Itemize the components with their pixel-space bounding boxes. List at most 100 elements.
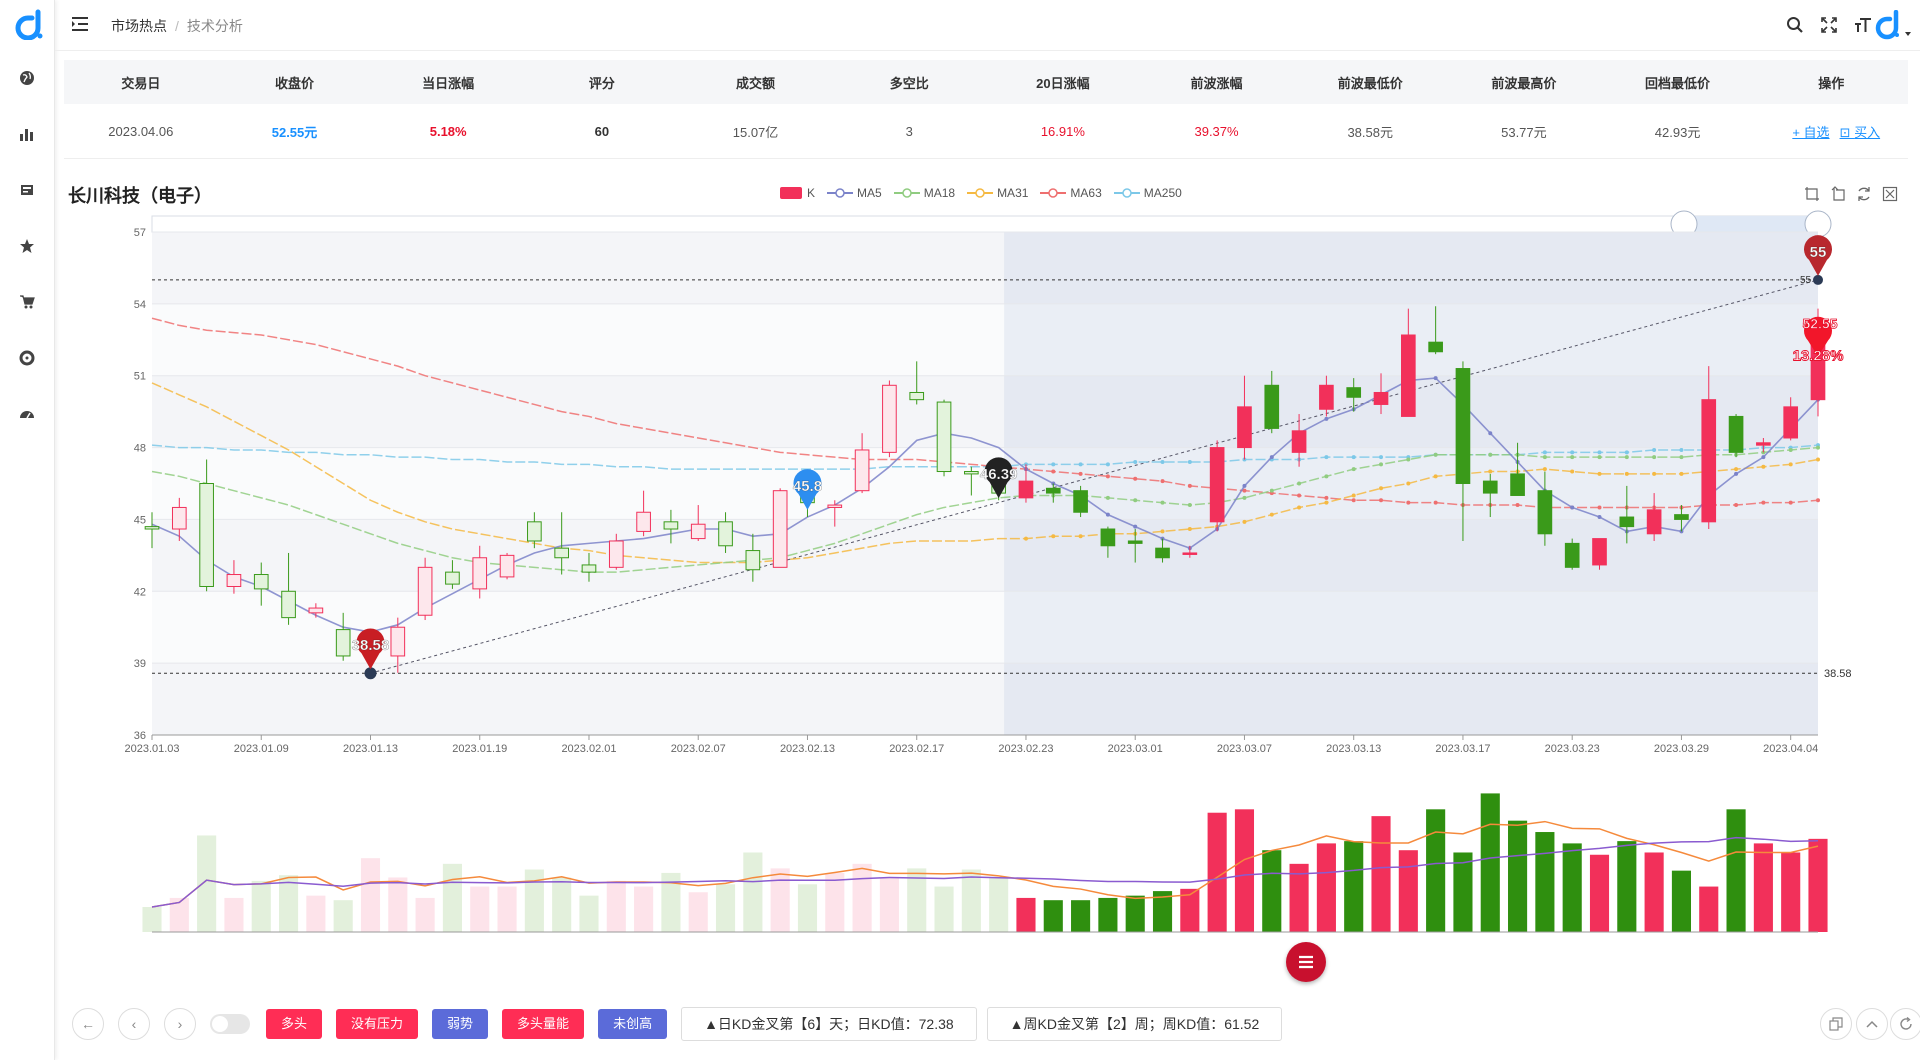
ma250-point — [1133, 459, 1138, 464]
change20-cell: 16.91% — [1040, 123, 1085, 139]
scroll-top-icon[interactable] — [1856, 1008, 1888, 1040]
ma63-point — [1515, 503, 1520, 508]
ma18-point — [1242, 495, 1247, 500]
mode-toggle[interactable] — [210, 1014, 250, 1034]
legend-ma31[interactable]: MA31 — [967, 186, 1028, 200]
x-tick-label: 2023.01.09 — [234, 743, 289, 755]
ma18-point — [1297, 481, 1302, 486]
candle-body — [1155, 547, 1170, 559]
add-watchlist-link[interactable]: + 自选 — [1792, 124, 1830, 140]
ma5-point — [1324, 416, 1329, 421]
candle-body — [882, 384, 897, 453]
grid-band — [152, 375, 1818, 448]
ma31-point — [1406, 481, 1411, 486]
next-icon[interactable]: › — [164, 1008, 196, 1040]
ratio-cell: 3 — [905, 123, 913, 139]
ma63-point — [1078, 471, 1083, 476]
ma5-point — [1105, 512, 1110, 517]
ma250-point — [1160, 459, 1165, 464]
volume-bar — [1535, 832, 1555, 932]
volume-bar — [934, 886, 954, 932]
ma63-point — [1160, 479, 1165, 484]
user-avatar[interactable] — [1872, 10, 1912, 40]
candle-body — [1455, 368, 1471, 484]
candle-body — [1373, 391, 1389, 405]
volume-bar — [415, 897, 435, 932]
table-header: 交易日 收盘价 当日涨幅 评分 成交额 多空比 20日涨幅 前波涨幅 前波最低价… — [64, 60, 1908, 104]
ma63-point — [1351, 498, 1356, 503]
buy-link[interactable]: ⊡ 买入 — [1840, 125, 1881, 140]
ma18-point — [1160, 500, 1165, 505]
ma31-point — [1351, 493, 1356, 498]
copy-icon[interactable] — [1820, 1008, 1852, 1040]
ma31-point — [1816, 457, 1820, 462]
font-size-icon[interactable] — [1850, 12, 1876, 38]
y-tick-label: 36 — [134, 730, 146, 742]
volume-bar — [142, 907, 162, 932]
candle-body — [1756, 442, 1771, 446]
fullscreen-icon[interactable] — [1816, 12, 1842, 38]
volume-bar — [1808, 838, 1828, 932]
tag-bullish[interactable]: 多头 — [266, 1009, 323, 1039]
trend-line — [370, 279, 1819, 674]
volume-bar — [1125, 895, 1145, 932]
breadcrumb-parent[interactable]: 市场热点 — [111, 18, 167, 34]
search-icon[interactable] — [1782, 12, 1808, 38]
menu-fold-icon[interactable] — [70, 14, 90, 34]
news-icon[interactable] — [17, 180, 37, 200]
x-tick-label: 2023.02.17 — [889, 743, 944, 755]
legend-ma31-swatch — [967, 188, 994, 198]
tag-bullish-volume[interactable]: 多头量能 — [502, 1009, 585, 1039]
breadcrumb: 市场热点 / 技术分析 — [111, 16, 243, 36]
zoom-reset-icon[interactable] — [1830, 186, 1846, 202]
candle-body — [772, 490, 788, 568]
x-tick-label: 2023.02.23 — [998, 743, 1053, 755]
volume-bar — [497, 886, 517, 932]
app-logo[interactable] — [12, 8, 44, 40]
ma18-point — [1187, 503, 1192, 508]
indicator-menu-button[interactable] — [1286, 942, 1326, 982]
x-tick-label: 2023.02.13 — [780, 743, 835, 755]
candle-body — [745, 550, 761, 571]
ma18-point — [1406, 457, 1411, 462]
legend-ma5[interactable]: MA5 — [827, 186, 882, 200]
back-icon[interactable]: ← — [72, 1008, 104, 1040]
legend-k[interactable]: K — [780, 186, 815, 200]
volume-bar — [388, 877, 408, 932]
save-image-icon[interactable] — [1882, 186, 1898, 202]
header-cell: 收盘价 — [275, 75, 315, 91]
ma63-point — [1816, 498, 1820, 503]
legend-ma250[interactable]: MA250 — [1113, 186, 1182, 200]
change-cell: 5.18% — [429, 123, 467, 139]
y-tick-label: 51 — [134, 371, 146, 383]
candle-body — [1783, 406, 1799, 439]
volume-bar — [1098, 897, 1118, 932]
zoom-area-icon[interactable] — [1804, 186, 1820, 202]
volume-bar — [961, 869, 981, 932]
star-icon[interactable] — [17, 236, 37, 256]
target-icon[interactable] — [17, 348, 37, 368]
dashboard-icon[interactable] — [17, 404, 37, 424]
cart-icon[interactable] — [17, 292, 37, 312]
bar-chart-icon[interactable] — [17, 124, 37, 144]
volume-bar — [907, 868, 927, 932]
tag-weak[interactable]: 弱势 — [432, 1009, 489, 1039]
candle-body — [1319, 384, 1334, 410]
tag-no-new-high[interactable]: 未创高 — [598, 1009, 668, 1039]
volume-bar — [1016, 897, 1036, 932]
restore-icon[interactable] — [1856, 186, 1872, 202]
ma18-point — [1679, 455, 1684, 460]
refresh-icon[interactable] — [1890, 1008, 1920, 1040]
legend-ma63[interactable]: MA63 — [1040, 186, 1102, 200]
prev-icon[interactable]: ‹ — [118, 1008, 150, 1040]
candle-body — [1182, 552, 1198, 555]
header-cell: 当日涨幅 — [422, 75, 475, 91]
tag-no-pressure[interactable]: 没有压力 — [336, 1009, 419, 1039]
volume-bar — [1398, 850, 1418, 932]
legend-ma18[interactable]: MA18 — [893, 186, 955, 200]
candle-body — [1073, 490, 1088, 513]
volume-bar — [579, 895, 599, 932]
mid-marker-1-shape — [793, 469, 822, 510]
globe-icon[interactable] — [17, 68, 37, 88]
